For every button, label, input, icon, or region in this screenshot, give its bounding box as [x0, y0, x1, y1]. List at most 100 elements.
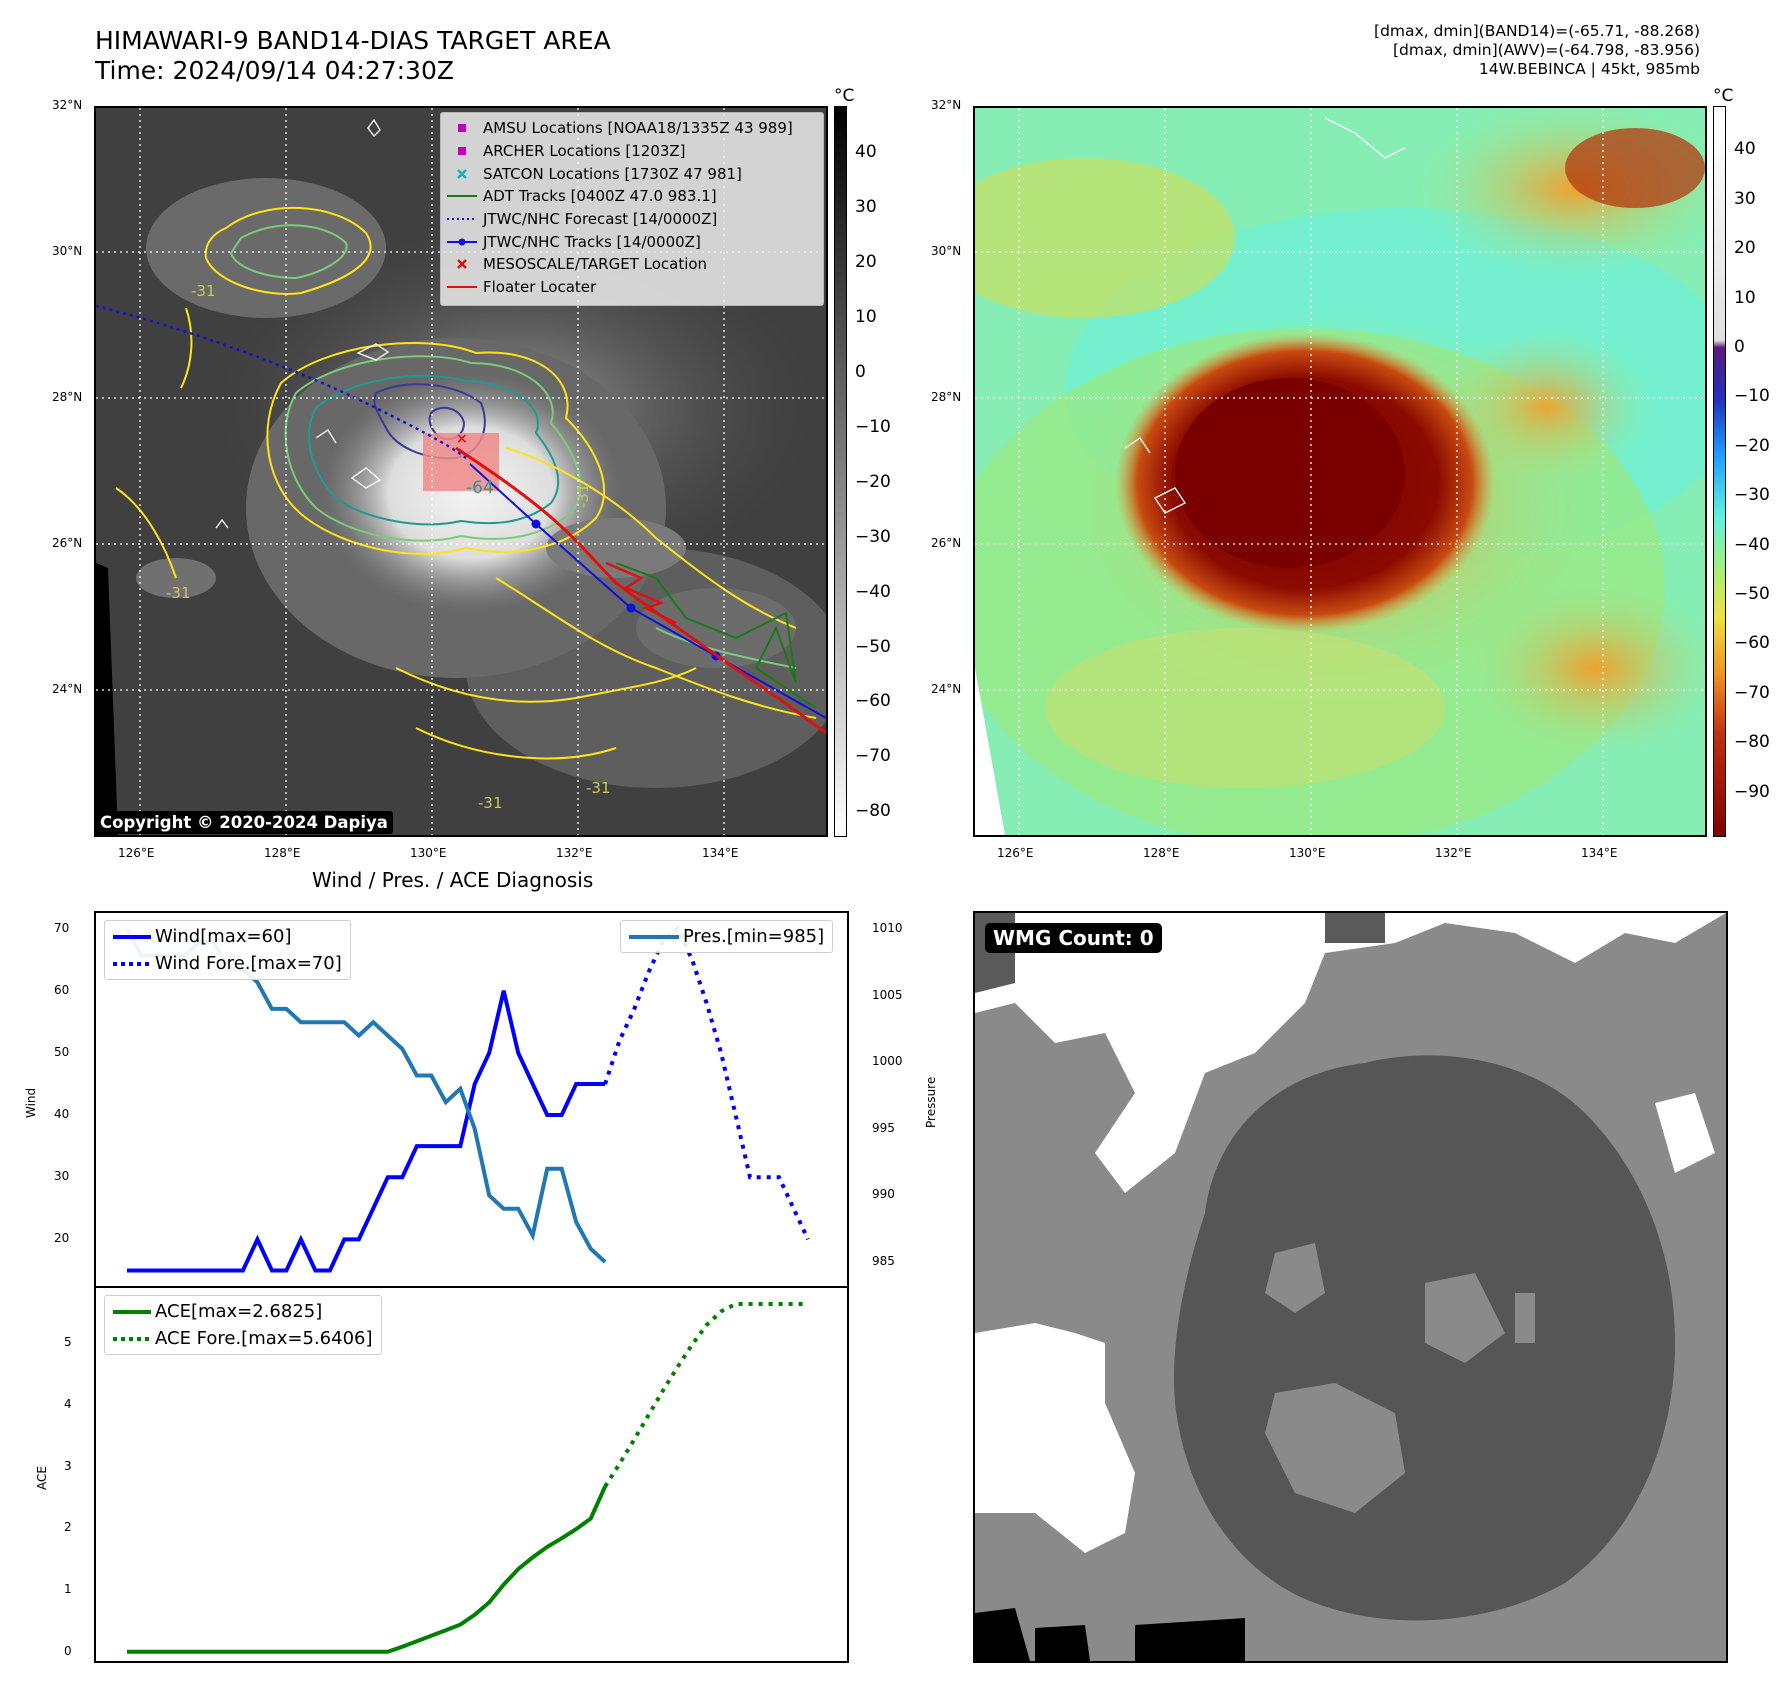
copyright-badge: Copyright © 2020-2024 Dapiya [95, 811, 393, 834]
lon-label: 126°E [118, 846, 155, 860]
legend-pressure: Pres.[min=985] [629, 926, 825, 947]
legend-item: AMSU Locations [NOAA18/1335Z 43 989] [441, 117, 823, 140]
colorbar-tick: −40 [1734, 534, 1770, 555]
chart-title: Wind / Pres. / ACE Diagnosis [312, 868, 594, 892]
pressure-axis-label: Pressure [924, 1076, 938, 1128]
wind-tick: 50 [54, 1044, 70, 1059]
wind-tick: 40 [54, 1107, 70, 1122]
colorbar-unit: °C [834, 86, 855, 106]
lon-label: 128°E [1143, 846, 1180, 860]
contour-label: -31 [586, 779, 611, 797]
colorbar-tick: −30 [855, 526, 891, 547]
ace-tick: 4 [64, 1397, 72, 1412]
legend-item: JTWC/NHC Forecast [14/0000Z] [441, 208, 823, 231]
awv-map-panel[interactable] [973, 106, 1707, 837]
colorbar-tick: −30 [1734, 485, 1770, 506]
lon-label: 130°E [410, 846, 447, 860]
wmg-panel[interactable] [973, 911, 1728, 1663]
colorbar-tick: −50 [1734, 583, 1770, 604]
series-line-wind [127, 990, 606, 1273]
lat-label: 28°N [52, 390, 83, 404]
lat-label: 30°N [52, 244, 83, 258]
stats-awv: [dmax, dmin](AWV)=(-64.798, -83.956) [1393, 41, 1700, 59]
lat-label: 26°N [52, 536, 83, 550]
legend-symbol [441, 214, 483, 224]
legend-label: ADT Tracks [0400Z 47.0 983.1] [483, 187, 717, 206]
wind-axis-label: Wind [24, 1087, 38, 1118]
contour-label: -31 [478, 794, 503, 812]
legend-label: ARCHER Locations [1203Z] [483, 142, 686, 161]
storm-info: 14W.BEBINCA | 45kt, 985mb [1478, 60, 1700, 78]
colorbar-tick: −20 [1734, 435, 1770, 456]
wind-tick: 60 [54, 982, 70, 997]
ace-tick: 3 [64, 1458, 72, 1473]
colorbar-tick: 20 [855, 252, 877, 273]
colorbar-tick: −40 [855, 581, 891, 602]
legend-symbol [441, 237, 483, 247]
lon-label: 130°E [1289, 846, 1326, 860]
legend-symbol [441, 257, 483, 271]
contour-label: -31 [574, 484, 592, 509]
ace-tick: 1 [64, 1582, 72, 1597]
chart-divider [94, 1286, 849, 1288]
contour-label: -31 [191, 282, 216, 300]
colorbar-tick: 40 [1734, 139, 1756, 160]
legend-label: JTWC/NHC Forecast [14/0000Z] [483, 210, 718, 229]
pressure-tick: 1005 [872, 987, 903, 1002]
colorbar-tick: −90 [1734, 781, 1770, 802]
series-line-ace-fore- [603, 1302, 808, 1488]
legend-label: SATCON Locations [1730Z 47 981] [483, 164, 742, 183]
legend-item: ADT Tracks [0400Z 47.0 983.1] [441, 185, 823, 208]
wind-tick: 70 [54, 920, 70, 935]
colorbar-tick: 0 [855, 361, 866, 382]
colorbar-unit-right: °C [1713, 86, 1734, 106]
lat-label: 26°N [931, 536, 962, 550]
series-line-wind-fore- [603, 925, 810, 1241]
pressure-tick: 995 [872, 1120, 895, 1135]
colorbar-tick: 10 [855, 306, 877, 327]
lon-label: 128°E [264, 846, 301, 860]
svg-text:×: × [456, 431, 468, 447]
legend-label: JTWC/NHC Tracks [14/0000Z] [483, 232, 701, 251]
colorbar-tick: 40 [855, 142, 877, 163]
legend-wind-forecast: Wind Fore.[max=70] [113, 953, 342, 974]
colorbar-tick: 30 [855, 197, 877, 218]
legend-item: Floater Locater [441, 276, 823, 299]
pressure-tick: 990 [872, 1187, 895, 1202]
colorbar-gray [834, 106, 847, 837]
legend-item: JTWC/NHC Tracks [14/0000Z] [441, 230, 823, 253]
lat-label: 28°N [931, 390, 962, 404]
legend-symbol [441, 191, 483, 201]
pressure-tick: 1010 [872, 920, 903, 935]
lat-label: 32°N [52, 98, 83, 112]
contour-label: -31 [166, 584, 191, 602]
colorbar-tick: −10 [1734, 386, 1770, 407]
colorbar-tick: −70 [1734, 682, 1770, 703]
legend-item: MESOSCALE/TARGET Location [441, 253, 823, 276]
ace-tick: 0 [64, 1643, 72, 1658]
lon-label: 132°E [556, 846, 593, 860]
pressure-legend: Pres.[min=985] [620, 920, 834, 953]
title-line-2: Time: 2024/09/14 04:27:30Z [95, 56, 454, 85]
ace-tick: 5 [64, 1335, 72, 1350]
wind-tick: 20 [54, 1231, 70, 1246]
colorbar-tick: 0 [1734, 337, 1745, 358]
wmg-count-badge: WMG Count: 0 [985, 923, 1162, 953]
pressure-tick: 985 [872, 1254, 895, 1269]
colorbar-tick: 10 [1734, 287, 1756, 308]
contour-label: -64 [466, 478, 494, 498]
ace-axis-label: ACE [35, 1466, 49, 1490]
colorbar-tick: −20 [855, 471, 891, 492]
colorbar-awv [1713, 106, 1726, 837]
stats-band14: [dmax, dmin](BAND14)=(-65.71, -88.268) [1374, 22, 1700, 40]
legend-item: SATCON Locations [1730Z 47 981] [441, 162, 823, 185]
series-line-ace [127, 1485, 607, 1654]
ir-map-panel[interactable]: × -31 -64 -31 -31 -31 -31 AMSU Locati [94, 106, 828, 837]
legend-symbol [441, 282, 483, 292]
legend-label: MESOSCALE/TARGET Location [483, 255, 708, 274]
colorbar-tick: −80 [1734, 732, 1770, 753]
lon-label: 126°E [997, 846, 1034, 860]
figure-title: HIMAWARI-9 BAND14-DIAS TARGET AREA Time:… [95, 26, 611, 86]
lat-label: 30°N [931, 244, 962, 258]
legend-symbol [441, 121, 483, 135]
